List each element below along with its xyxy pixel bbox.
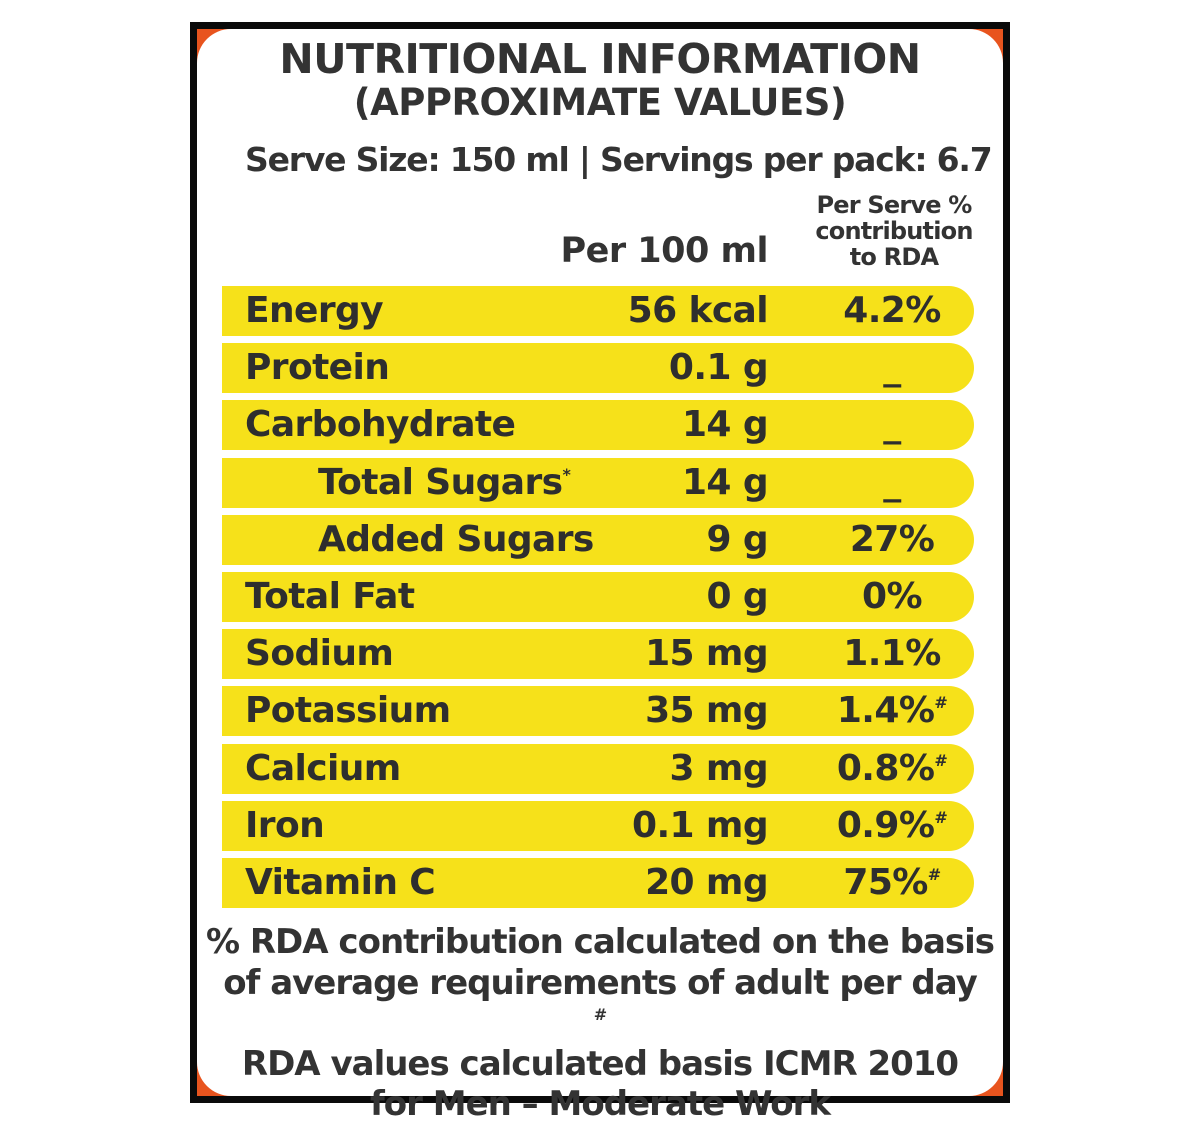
- nutrient-rda: 4.2%: [843, 290, 941, 331]
- nutrient-name: Added Sugars: [318, 518, 594, 560]
- nutrient-value: 35 mg: [645, 690, 769, 732]
- nutrient-name: Sodium: [245, 633, 394, 675]
- nutrient-row-iron: Iron 0.1 mg 0.9%#: [222, 800, 974, 851]
- nutrient-rda: _: [883, 461, 901, 503]
- footnote: % RDA contribution calculated on the bas…: [197, 922, 1003, 1125]
- nutrient-row-added-sugars: Added Sugars 9 g 27%: [222, 514, 974, 565]
- nutrient-row-carbohydrate: Carbohydrate 14 g _: [222, 400, 974, 451]
- nutrient-value: 0.1 mg: [632, 804, 769, 846]
- nutrient-row-vitamin-c: Vitamin C 20 mg 75%#: [222, 857, 974, 908]
- column-header-per-100ml: Per 100 ml: [560, 231, 768, 271]
- serve-size-info: Serve Size: 150 ml | Servings per pack: …: [245, 140, 993, 179]
- nutrient-value: 20 mg: [645, 861, 769, 903]
- footnote-line: # RDA values calculated basis ICMR 2010: [241, 1005, 959, 1084]
- nutrient-rda: 0%: [862, 575, 923, 617]
- nutrient-row-total-fat: Total Fat 0 g 0%: [222, 571, 974, 622]
- nutrient-name: Vitamin C: [245, 861, 436, 903]
- nutrient-value: 15 mg: [645, 633, 769, 675]
- column-header-rda-line: to RDA: [849, 243, 939, 271]
- nutrient-name: Energy: [245, 290, 384, 331]
- nutrient-rda: _: [883, 347, 901, 389]
- column-header-rda-line: Per Serve %: [816, 191, 973, 219]
- nutrient-value: 0 g: [706, 575, 768, 617]
- nutrient-name: Iron: [245, 804, 325, 846]
- column-header-rda: Per Serve % contribution to RDA: [806, 192, 982, 270]
- nutrient-name: Potassium: [245, 690, 451, 732]
- nutrient-rda: 1.4%#: [836, 690, 948, 732]
- nutrient-row-potassium: Potassium 35 mg 1.4%#: [222, 686, 974, 737]
- nutrient-rda: 75%#: [843, 861, 941, 903]
- nutrient-value: 3 mg: [669, 747, 769, 789]
- column-header-rda-line: contribution: [815, 217, 973, 245]
- nutrient-name: Total Sugars*: [318, 461, 571, 503]
- nutrient-name: Carbohydrate: [245, 404, 516, 446]
- nutrient-value: 14 g: [681, 461, 769, 503]
- footnote-line: % RDA contribution calculated on the bas…: [205, 922, 995, 962]
- nutrient-row-protein: Protein 0.1 g _: [222, 343, 974, 394]
- nutrient-rda: _: [883, 404, 901, 446]
- footnote-line: for Men – Moderate Work: [369, 1084, 831, 1124]
- nutrient-row-total-sugars: Total Sugars* 14 g _: [222, 457, 974, 508]
- nutrient-value: 14 g: [681, 404, 769, 446]
- nutrient-value: 9 g: [706, 518, 768, 560]
- nutrient-rda: 0.9%#: [836, 804, 948, 846]
- nutrient-table: Energy 56 kcal 4.2% Protein 0.1 g _ Carb…: [222, 286, 974, 915]
- nutrient-row-calcium: Calcium 3 mg 0.8%#: [222, 743, 974, 794]
- nutrient-rda: 0.8%#: [836, 747, 948, 789]
- nutrient-row-sodium: Sodium 15 mg 1.1%: [222, 629, 974, 680]
- label-title: NUTRITIONAL INFORMATION: [279, 35, 921, 83]
- nutrient-name: Protein: [245, 347, 390, 389]
- label-subtitle: (APPROXIMATE VALUES): [353, 81, 847, 124]
- nutrient-value: 56 kcal: [627, 290, 769, 331]
- nutrient-row-energy: Energy 56 kcal 4.2%: [222, 286, 974, 336]
- nutrient-rda: 27%: [849, 518, 935, 560]
- nutrient-value: 0.1 g: [668, 347, 769, 389]
- footnote-line: of average requirements of adult per day: [223, 962, 978, 1003]
- nutrient-rda: 1.1%: [843, 633, 941, 675]
- nutrient-name: Calcium: [245, 747, 401, 789]
- nutrient-name: Total Fat: [245, 575, 415, 617]
